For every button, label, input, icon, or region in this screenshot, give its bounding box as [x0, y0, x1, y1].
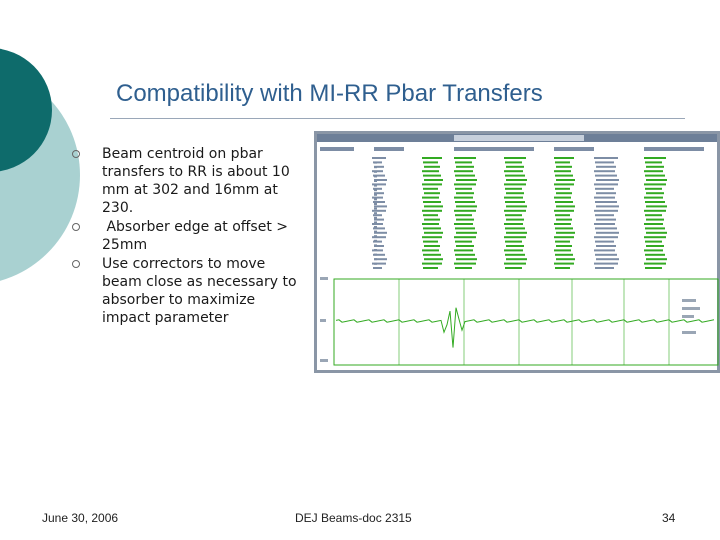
bullet-text: Absorber edge at offset > 25mm	[102, 219, 293, 253]
bullet-item: Use correctors to move beam close as nec…	[70, 255, 305, 327]
screenshot-plot-grid	[398, 279, 670, 365]
footer-doc-id: DEJ Beams-doc 2315	[295, 511, 412, 525]
screenshot-side-labels	[320, 277, 700, 362]
screenshot-data-columns	[372, 157, 667, 269]
slide-title: Compatibility with MI-RR Pbar Transfers	[116, 80, 543, 107]
screenshot-header-rows	[320, 147, 704, 151]
bullet-list: Beam centroid on pbar transfers to RR is…	[70, 145, 305, 328]
bullet-text: Beam centroid on pbar transfers to RR is…	[102, 146, 290, 216]
decorative-circles	[0, 48, 80, 281]
bullet-text: Use correctors to move beam close as nec…	[102, 256, 297, 326]
footer-date: June 30, 2006	[42, 511, 119, 525]
title-divider	[110, 118, 685, 119]
footer-page-number: 34	[662, 511, 676, 525]
screenshot-plot-trace	[335, 307, 715, 348]
bullet-circle-icon	[72, 223, 80, 231]
screenshot-screen	[317, 134, 717, 370]
console-screenshot	[314, 131, 720, 373]
screenshot-plot-frame	[333, 278, 719, 366]
bullet-item: Absorber edge at offset > 25mm	[70, 218, 305, 254]
bullet-circle-icon	[72, 260, 80, 268]
bullet-circle-icon	[72, 150, 80, 158]
bullet-item: Beam centroid on pbar transfers to RR is…	[70, 145, 305, 217]
screenshot-title-text	[454, 135, 584, 141]
dark-teal-circle	[0, 48, 52, 172]
